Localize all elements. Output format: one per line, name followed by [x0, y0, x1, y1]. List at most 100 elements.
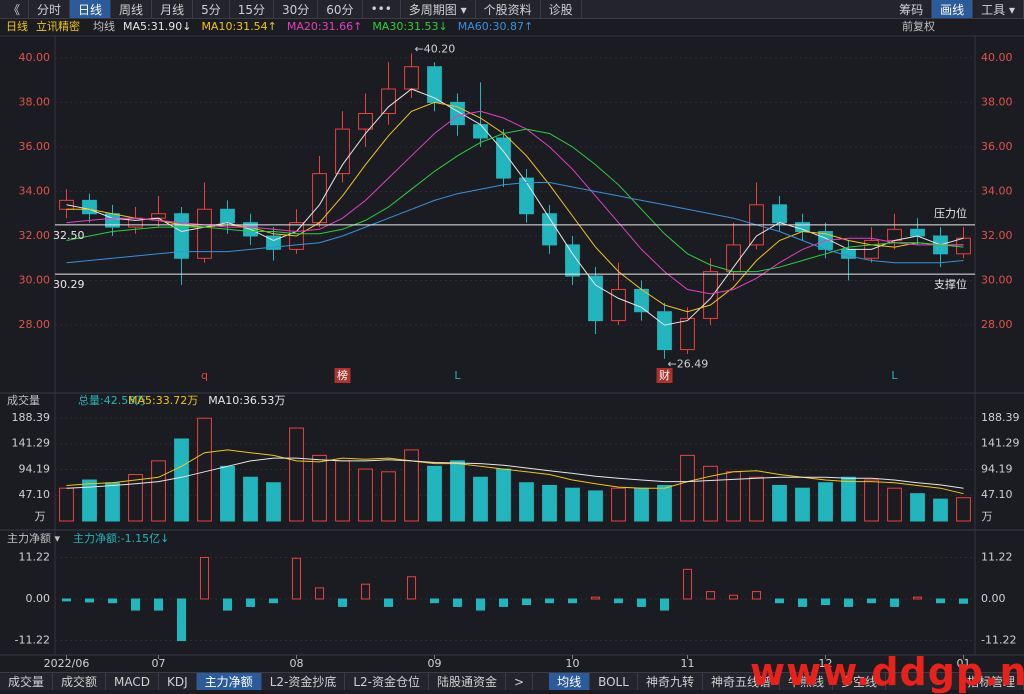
bar — [220, 465, 235, 522]
bar — [910, 493, 925, 522]
bar — [889, 598, 900, 607]
toolbar-tab[interactable]: ••• — [363, 0, 401, 18]
extreme-label: ←40.20 — [415, 42, 456, 55]
event-label: 榜 — [337, 368, 348, 382]
x-tick-label: 10 — [566, 657, 580, 670]
bar — [820, 598, 831, 606]
event-box — [656, 368, 673, 383]
y-tick-label: 36.00 — [19, 140, 51, 153]
indicator-tab[interactable]: MACD — [106, 673, 160, 690]
bar — [312, 454, 327, 522]
x-tick-label: 01 — [957, 657, 971, 670]
indicator-tab[interactable]: 主力净额 — [196, 673, 262, 690]
candle-body — [404, 66, 419, 90]
toolbar-tab[interactable]: 诊股 — [541, 0, 582, 18]
ma-line — [66, 110, 964, 295]
event-label: L — [454, 369, 461, 382]
indicator-tab[interactable]: L2-资金仓位 — [345, 673, 429, 690]
overlay-tab[interactable]: BOLL — [590, 673, 638, 690]
toolbar-tab[interactable]: 多周期图 ▾ — [401, 0, 476, 18]
y-tick-label: 0.00 — [26, 592, 51, 605]
bar — [682, 568, 693, 600]
indicator-tab[interactable]: 成交量 — [0, 673, 54, 690]
event-label: 财 — [659, 368, 670, 382]
level-name: 压力位 — [934, 206, 967, 220]
bar — [588, 490, 603, 522]
overlay-tab[interactable]: 均线 — [549, 673, 591, 690]
legend-item: MA30:31.53↓ — [372, 20, 447, 33]
candle-body — [427, 66, 442, 103]
candle-body — [151, 213, 166, 219]
bar — [912, 596, 923, 600]
candle-body — [703, 271, 718, 319]
y-tick-label: 32.00 — [19, 229, 51, 242]
indicator-tab[interactable]: 陆股通资金 — [429, 673, 507, 690]
toolbar-button[interactable]: 筹码 — [891, 0, 933, 18]
manage-button[interactable]: 指标管理 — [959, 673, 1024, 690]
bar — [705, 591, 716, 600]
toolbar-tab[interactable]: 分时 — [29, 0, 71, 18]
bar — [728, 594, 739, 600]
bar — [268, 598, 279, 604]
bar — [797, 598, 808, 607]
y-tick-label: 141.29 — [981, 437, 1020, 450]
bar — [450, 460, 465, 522]
bar — [360, 583, 371, 600]
overlay-tab[interactable]: 神奇九转 — [638, 673, 703, 690]
candle-body — [588, 275, 603, 322]
bar — [381, 471, 396, 522]
indicator-tab[interactable]: > — [506, 673, 534, 690]
y-tick-label: 94.19 — [19, 462, 51, 475]
toolbar-tab[interactable]: 60分 — [318, 0, 363, 18]
indicator-tab[interactable]: 成交额 — [53, 673, 107, 690]
candle-body — [197, 208, 212, 259]
toolbar-tab[interactable]: 《 — [0, 0, 30, 18]
toolbar-tab[interactable]: 15分 — [230, 0, 274, 18]
bar — [866, 598, 877, 604]
toolbar-button[interactable]: 画线 — [932, 0, 974, 18]
toolbar-tab[interactable]: 5分 — [193, 0, 230, 18]
bar — [751, 591, 762, 600]
event-box — [334, 368, 351, 383]
y-tick-label: -11.22 — [981, 634, 1016, 647]
y-tick-label: 11.22 — [981, 550, 1013, 563]
candle-body — [910, 228, 925, 237]
toolbar-tab[interactable]: 月线 — [152, 0, 194, 18]
bar — [243, 476, 258, 522]
y-tick-label: 30.00 — [981, 274, 1013, 287]
indicator-tab[interactable]: L2-资金抄底 — [262, 673, 346, 690]
y-tick-label: 30.00 — [19, 274, 51, 287]
bar — [84, 598, 95, 603]
bar — [314, 587, 325, 600]
bar — [841, 476, 856, 522]
x-tick-label: 12 — [819, 657, 833, 670]
bar — [864, 479, 879, 522]
unit-label: 万 — [35, 510, 46, 523]
pane-title: 成交量 — [7, 393, 40, 407]
volume-total: 总量:42.58万 — [78, 393, 146, 407]
bar — [544, 598, 555, 604]
bar — [703, 465, 718, 522]
bar — [636, 598, 647, 607]
pane-title[interactable]: 主力净额 ▾ — [7, 531, 60, 545]
bar — [130, 598, 141, 611]
bar — [567, 598, 578, 604]
bar — [335, 460, 350, 522]
overlay-tab[interactable]: 多空线 — [833, 673, 886, 690]
toolbar-tab[interactable]: 个股资料 — [476, 0, 541, 18]
overlay-tab[interactable]: 神奇五线谱 — [703, 673, 780, 690]
bar — [613, 598, 624, 604]
extreme-label: ←26.49 — [668, 358, 709, 371]
toolbar-tab[interactable]: 30分 — [274, 0, 319, 18]
bar — [749, 476, 764, 522]
adjust[interactable]: 前复权 — [902, 19, 935, 33]
toolbar-tab[interactable]: 日线 — [70, 0, 112, 18]
unit-label: 万 — [982, 510, 993, 523]
bar — [176, 598, 187, 642]
toolbar-tab[interactable]: 周线 — [111, 0, 153, 18]
overlay-tab[interactable]: 牛熊线 — [780, 673, 833, 690]
y-tick-label: 32.00 — [981, 229, 1013, 242]
bar — [245, 598, 256, 607]
indicator-tab[interactable]: KDJ — [159, 673, 197, 690]
candle-body — [772, 204, 787, 224]
